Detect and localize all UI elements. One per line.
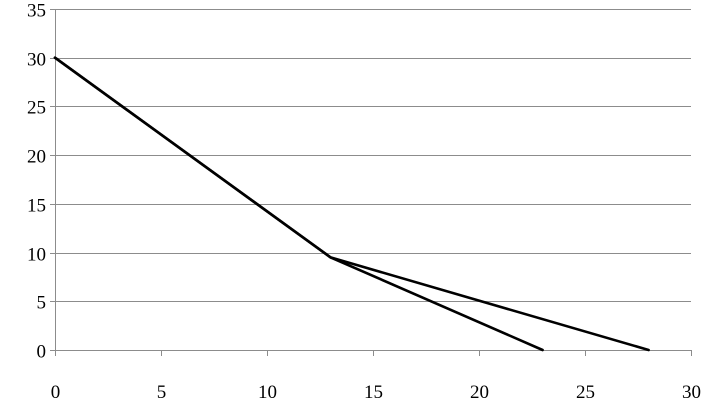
y-tick-label-10: 10 xyxy=(27,245,46,266)
y-tick-label-5: 5 xyxy=(37,293,47,314)
x-tick-label-5: 5 xyxy=(157,382,167,402)
y-tick-label-0: 0 xyxy=(37,342,47,363)
series-lines xyxy=(53,56,650,352)
axes xyxy=(50,9,692,356)
x-tick-label-30: 30 xyxy=(682,382,701,402)
x-tick-labels: 0 5 10 15 20 25 30 xyxy=(51,382,701,402)
y-tick-label-15: 15 xyxy=(27,196,46,217)
x-tick-label-20: 20 xyxy=(470,382,489,402)
x-tick-label-25: 25 xyxy=(576,382,595,402)
x-tick-label-10: 10 xyxy=(258,382,277,402)
y-tick-label-35: 35 xyxy=(27,1,46,22)
y-tick-label-30: 30 xyxy=(27,50,46,71)
gridlines xyxy=(55,9,691,302)
series-line-2 xyxy=(53,56,650,352)
y-tick-labels: 0 5 10 15 20 25 30 35 xyxy=(27,1,46,363)
y-tick-label-25: 25 xyxy=(27,98,46,119)
y-tick-label-20: 20 xyxy=(27,147,46,168)
x-tick-label-15: 15 xyxy=(364,382,383,402)
x-tick-label-0: 0 xyxy=(51,382,61,402)
series-line-1 xyxy=(53,56,544,352)
